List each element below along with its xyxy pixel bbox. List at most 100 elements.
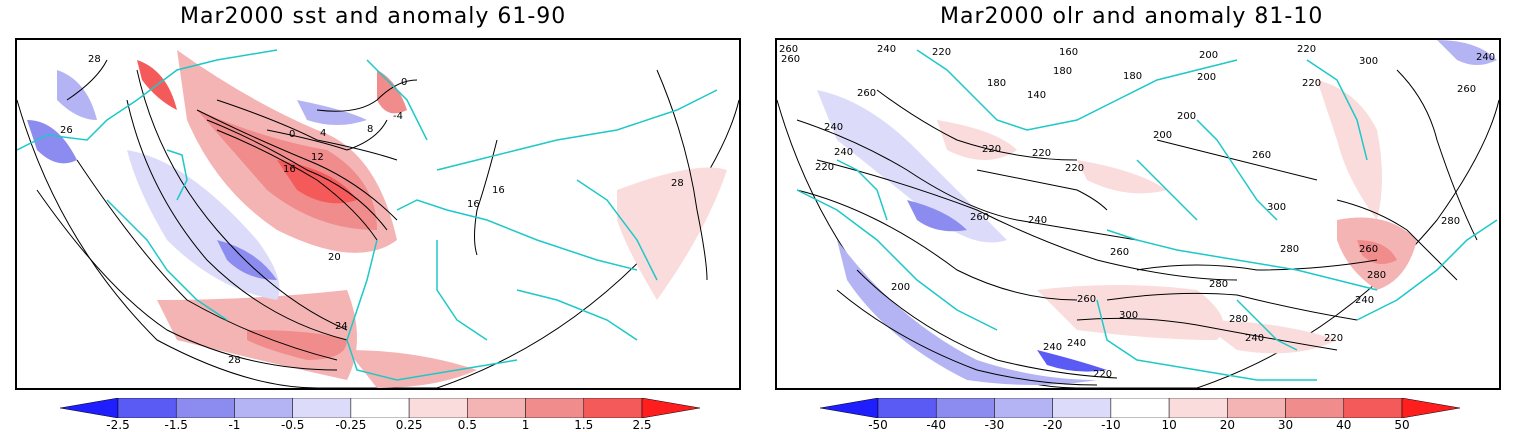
- contour-label: 12: [311, 152, 324, 163]
- contour-label: 300: [1359, 56, 1378, 67]
- positive-anomaly-arabia: [1197, 320, 1337, 354]
- positive-anomaly-africa: [1037, 285, 1224, 340]
- contour-label: 200: [1199, 50, 1218, 61]
- colorbar-segment: [935, 398, 995, 418]
- colorbar-segment: [117, 398, 177, 418]
- colorbar-segment: [1401, 398, 1460, 418]
- contour-label: 26: [60, 125, 73, 136]
- contour-label: 240: [1028, 215, 1047, 226]
- colorbar-label: 0.5: [457, 418, 477, 432]
- colorbar-segment: [525, 398, 585, 418]
- contour-label: 260: [1077, 294, 1096, 305]
- colorbar-segment: [1227, 398, 1286, 418]
- contour-label: 240: [1067, 338, 1086, 349]
- colorbar-label: -50: [868, 418, 888, 432]
- contour-label: 240: [1476, 52, 1495, 63]
- colorbar-label: 50: [1394, 418, 1410, 432]
- contour-label: 200: [1153, 130, 1172, 141]
- colorbar-segment: [1343, 398, 1403, 418]
- colorbar-segment: [1168, 398, 1228, 418]
- contour-label: 280: [1367, 270, 1386, 281]
- contour-label: 200: [1197, 72, 1216, 83]
- contour-label: 240: [834, 147, 853, 158]
- contour-label: 220: [1065, 163, 1084, 174]
- warm-anomaly-peak: [277, 160, 357, 204]
- olr-colorbar: [820, 398, 1460, 418]
- colorbar-label: 40: [1336, 418, 1352, 432]
- sst-contour-labels: 0 4 8 12 16 16 20 24 28 28 26 16 28 -4 0: [60, 54, 684, 366]
- contour-label: 180: [1123, 71, 1142, 82]
- colorbar-segment: [175, 398, 235, 418]
- right-panel-title: Mar2000 olr and anomaly 81-10: [940, 4, 1324, 29]
- contour-label: 4: [320, 128, 326, 139]
- sst-contours: [36, 59, 708, 371]
- olr-contour-labels: 260 260 240 220 180 160 200 220 300 180 …: [779, 44, 1495, 380]
- colorbar-label: 1.5: [574, 418, 594, 432]
- cool-anomaly-core: [217, 240, 277, 280]
- contour-label: 220: [1297, 44, 1316, 55]
- negative-anomaly-south: [837, 240, 1097, 385]
- left-panel-title: Mar2000 sst and anomaly 61-90: [180, 4, 567, 29]
- colorbar-label: -10: [1101, 418, 1121, 432]
- colorbar-segment: [467, 398, 526, 418]
- colorbar-label: -0.5: [280, 418, 305, 432]
- contour-label: 280: [1441, 216, 1460, 227]
- contour-label: -4: [393, 111, 403, 122]
- contour-label: 260: [857, 88, 876, 99]
- contour-label: 220: [1093, 369, 1112, 380]
- colorbar-label: -0.25: [335, 418, 367, 432]
- contour-label: 200: [1177, 111, 1196, 122]
- colorbar-segment: [350, 398, 410, 418]
- colorbar-label: 30: [1277, 418, 1294, 432]
- negative-anomaly-core: [907, 200, 967, 232]
- positive-anomaly-north: [937, 120, 1017, 160]
- contour-label: 220: [815, 162, 834, 173]
- contour-label: 280: [1229, 314, 1248, 325]
- contour-label: 260: [970, 212, 989, 223]
- colorbar-segment: [641, 398, 700, 418]
- contour-label: 180: [987, 78, 1006, 89]
- positive-anomaly-east-core: [1357, 240, 1397, 264]
- contour-label: 300: [1267, 202, 1286, 213]
- negative-anomaly-band: [817, 90, 1007, 243]
- contour-label: 220: [1324, 333, 1343, 344]
- contour-label: 20: [328, 252, 341, 263]
- colorbar-label: -20: [1042, 418, 1063, 432]
- colorbar-label: 2.5: [632, 418, 652, 432]
- positive-anomaly-asia: [1317, 80, 1382, 220]
- colorbar-label: -1.5: [164, 418, 188, 432]
- colorbar-label: -30: [984, 418, 1005, 432]
- colorbar-label: 10: [1161, 418, 1177, 432]
- colorbar-segment: [1052, 398, 1112, 418]
- sst-colorbar-segments: [60, 398, 700, 418]
- contour-label: 240: [1355, 295, 1374, 306]
- colorbar-label: -40: [926, 418, 947, 432]
- coastlines: [17, 49, 718, 381]
- contour-label: 260: [1457, 84, 1476, 95]
- contour-label: 24: [335, 321, 348, 332]
- warm-anomaly-east: [617, 167, 727, 300]
- sst-colorbar: [60, 398, 700, 418]
- colorbar-label: -1: [228, 418, 241, 432]
- olr-map-canvas: 260 260 240 220 180 160 200 220 300 180 …: [777, 40, 1499, 388]
- colorbar-segment: [60, 398, 119, 418]
- colorbar-segment: [1285, 398, 1345, 418]
- negative-anomaly-ne: [1437, 40, 1497, 65]
- colorbar-label: 1: [521, 418, 530, 432]
- contour-label: 28: [671, 178, 684, 189]
- warm-anomaly-south-core: [247, 330, 347, 360]
- colorbar-segment: [234, 398, 293, 418]
- contour-label: 240: [824, 122, 843, 133]
- contour-label: 16: [283, 164, 296, 175]
- colorbar-segment: [583, 398, 643, 418]
- negative-anomaly-south-core: [1037, 350, 1107, 372]
- contour-label: 28: [88, 54, 101, 65]
- contour-label: 260: [779, 44, 798, 55]
- coastlines: [796, 49, 1498, 381]
- colorbar-segment: [877, 398, 937, 418]
- contour-label: 260: [781, 54, 800, 65]
- contour-label: 220: [1032, 148, 1051, 159]
- contour-label: 0: [289, 129, 295, 140]
- contour-label: 260: [1252, 150, 1271, 161]
- olr-contours: [796, 69, 1478, 386]
